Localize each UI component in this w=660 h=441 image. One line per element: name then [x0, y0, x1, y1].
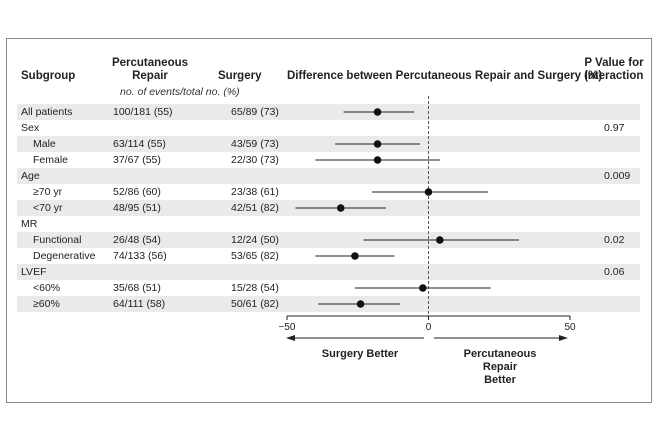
table-row: Female 37/67 (55) 22/30 (73) — [17, 152, 640, 168]
header-percutaneous: Percutaneous Repair — [100, 57, 200, 83]
row-label: Degenerative — [33, 250, 96, 262]
point-estimate — [419, 284, 427, 292]
label-percutaneous-better-line1: Percutaneous — [463, 348, 537, 360]
row-label: ≥70 yr — [33, 186, 63, 198]
row-label: Age — [21, 170, 40, 182]
label-percutaneous-better: Percutaneous Repair Better — [445, 348, 555, 387]
row-percutaneous-value: 63/114 (55) — [113, 138, 166, 150]
row-p-value: 0.02 — [604, 234, 625, 246]
x-tick-label: 0 — [426, 322, 432, 333]
header-percutaneous-line1: Percutaneous — [111, 57, 189, 69]
row-p-value: 0.009 — [604, 170, 631, 182]
header-pvalue-line1: P Value for — [584, 57, 644, 69]
header-difference: Difference between Percutaneous Repair a… — [287, 70, 603, 82]
table-row: Male 63/114 (55) 43/59 (73) — [17, 136, 640, 152]
arrow-left-head — [286, 335, 295, 341]
point-estimate — [356, 300, 365, 308]
row-label: Sex — [21, 122, 40, 134]
row-p-value: 0.06 — [604, 266, 625, 278]
row-surgery-value: 42/51 (82) — [231, 202, 279, 214]
header-pvalue-line2: Interaction — [584, 70, 644, 82]
point-estimate — [351, 252, 359, 260]
row-p-value: 0.97 — [604, 122, 625, 134]
header-subgroup: Subgroup — [21, 70, 76, 82]
row-label: LVEF — [21, 266, 47, 278]
row-percutaneous-value: 48/95 (51) — [113, 202, 161, 214]
figure-frame — [6, 38, 652, 403]
row-label: Female — [33, 154, 69, 166]
table-row: ≥70 yr 52/86 (60) 23/38 (61) — [17, 184, 640, 200]
table-row: LVEF 0.06 — [17, 264, 640, 280]
point-estimate — [373, 108, 382, 116]
row-percutaneous-value: 35/68 (51) — [113, 282, 161, 294]
row-label: <60% — [33, 282, 61, 294]
header-subheader: no. of events/total no. (%) — [120, 86, 240, 98]
point-estimate — [436, 236, 444, 244]
row-label: <70 yr — [33, 202, 63, 214]
point-estimate — [336, 204, 345, 212]
table-row: Degenerative 74/133 (56) 53/65 (82) — [17, 248, 640, 264]
table-row: All patients 100/181 (55) 65/89 (73) — [17, 104, 640, 120]
table-row: <60% 35/68 (51) 15/28 (54) — [17, 280, 640, 296]
header-surgery: Surgery — [218, 70, 262, 82]
row-percutaneous-value: 37/67 (55) — [113, 154, 161, 166]
row-label: Functional — [33, 234, 82, 246]
row-surgery-value: 12/24 (50) — [231, 234, 279, 246]
row-percutaneous-value: 64/111 (58) — [113, 298, 166, 310]
header-percutaneous-line2: Repair — [132, 70, 168, 82]
row-percutaneous-value: 52/86 (60) — [113, 186, 161, 198]
row-surgery-value: 50/61 (82) — [231, 298, 279, 310]
label-percutaneous-better-line3: Better — [484, 374, 516, 386]
table-row: Functional 26/48 (54) 12/24 (50) 0.02 — [17, 232, 640, 248]
table-row: MR — [17, 216, 640, 232]
row-percutaneous-value: 100/181 (55) — [113, 106, 173, 118]
row-surgery-value: 15/28 (54) — [231, 282, 279, 294]
label-percutaneous-better-line2: Repair — [482, 361, 518, 373]
label-surgery-better: Surgery Better — [321, 348, 399, 360]
point-estimate — [424, 188, 433, 196]
row-percutaneous-value: 74/133 (56) — [113, 250, 167, 262]
x-tick-label: 50 — [564, 322, 576, 333]
table-row: Age 0.009 — [17, 168, 640, 184]
row-surgery-value: 43/59 (73) — [231, 138, 279, 150]
row-label: ≥60% — [33, 298, 60, 310]
arrow-right-head — [559, 335, 568, 341]
point-estimate — [373, 156, 382, 164]
row-label: MR — [21, 218, 38, 230]
row-label: All patients — [21, 106, 73, 118]
header-pvalue: P Value for Interaction — [580, 57, 648, 83]
x-tick-label: −50 — [279, 322, 296, 333]
row-percutaneous-value: 26/48 (54) — [113, 234, 161, 246]
row-surgery-value: 22/30 (73) — [231, 154, 279, 166]
row-label: Male — [33, 138, 56, 150]
row-surgery-value: 53/65 (82) — [231, 250, 279, 262]
row-surgery-value: 23/38 (61) — [231, 186, 279, 198]
row-surgery-value: 65/89 (73) — [231, 106, 279, 118]
table-row: Sex 0.97 — [17, 120, 640, 136]
point-estimate — [373, 140, 382, 148]
